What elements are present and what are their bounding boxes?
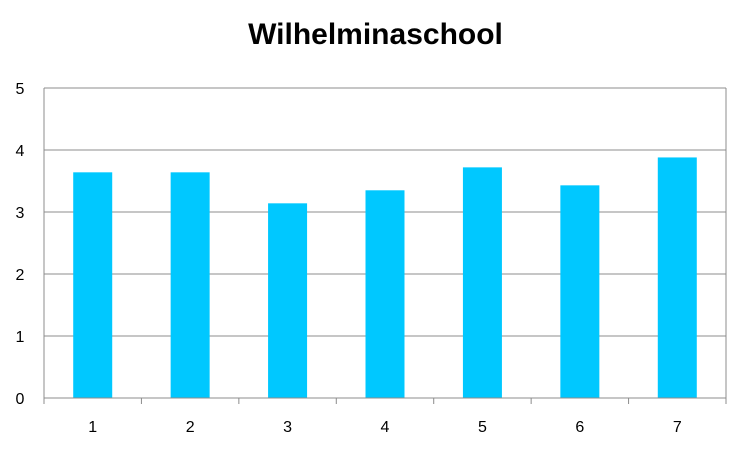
bar-5 bbox=[462, 167, 502, 398]
y-tick-label: 0 bbox=[16, 391, 25, 408]
bar-2 bbox=[170, 172, 210, 398]
y-tick-label: 4 bbox=[16, 143, 25, 160]
y-tick-label: 2 bbox=[16, 267, 25, 284]
y-tick-label: 5 bbox=[16, 81, 25, 98]
bar-7 bbox=[657, 157, 697, 398]
x-tick-label: 7 bbox=[673, 419, 682, 436]
chart-title: Wilhelminaschool bbox=[248, 18, 503, 51]
x-tick-label: 1 bbox=[88, 419, 97, 436]
bar-3 bbox=[268, 203, 308, 398]
x-tick-label: 6 bbox=[575, 419, 584, 436]
x-tick-label: 2 bbox=[186, 419, 195, 436]
x-tick-label: 4 bbox=[381, 419, 390, 436]
y-tick-label: 1 bbox=[16, 329, 25, 346]
y-tick-label: 3 bbox=[16, 205, 25, 222]
bar-1 bbox=[73, 172, 113, 398]
bar-6 bbox=[560, 185, 600, 398]
x-tick-label: 3 bbox=[283, 419, 292, 436]
bar-4 bbox=[365, 190, 405, 398]
x-tick-label: 5 bbox=[478, 419, 487, 436]
